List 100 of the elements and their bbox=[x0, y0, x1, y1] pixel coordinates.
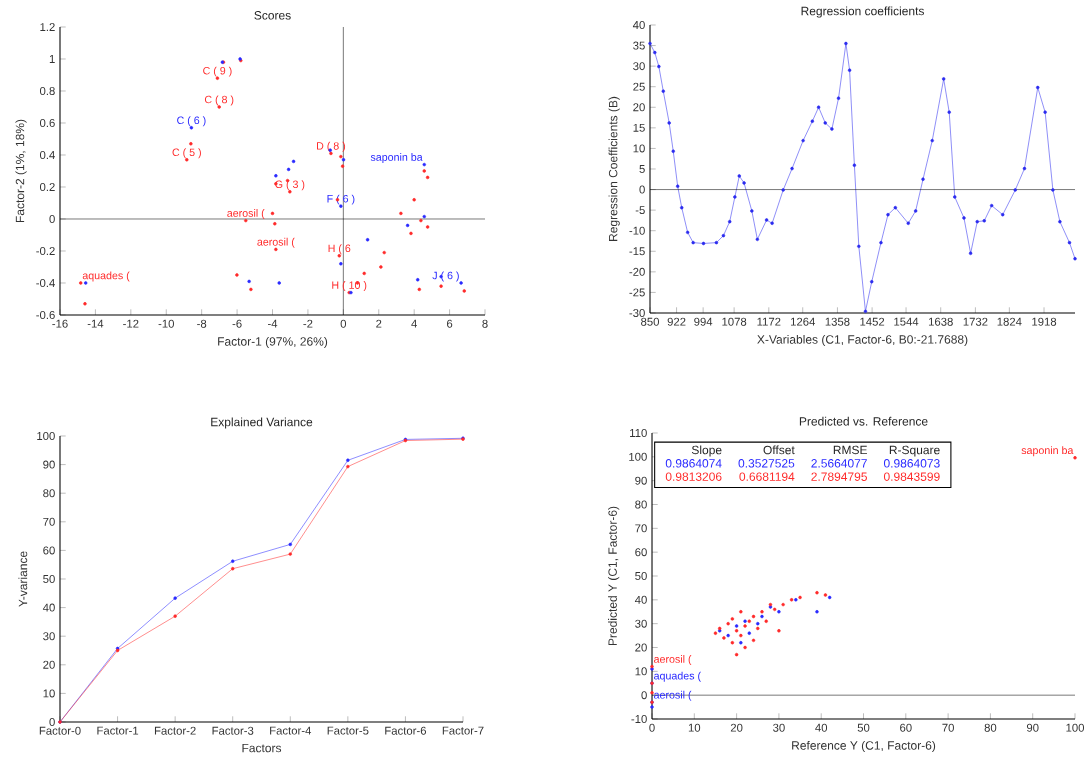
annotation: C ( 5 ) bbox=[172, 148, 201, 159]
annotation: Offset bbox=[763, 445, 795, 455]
y-tick-label: 0 bbox=[641, 691, 647, 700]
x-tick-label: Factor-3 bbox=[212, 726, 254, 735]
x-axis-title: Factors bbox=[242, 743, 282, 753]
x-tick-label: 1172 bbox=[757, 317, 781, 326]
x-tick-label: 80 bbox=[984, 723, 997, 732]
annotation: 2.7894795 bbox=[811, 472, 867, 481]
x-tick-label: 0 bbox=[649, 723, 655, 732]
x-tick-label: 922 bbox=[667, 317, 686, 326]
y-tick-label: 60 bbox=[635, 548, 647, 557]
x-tick-label: 994 bbox=[694, 317, 713, 326]
annotation: aerosil ( bbox=[227, 209, 265, 219]
y-tick-label: 0.6 bbox=[39, 118, 55, 127]
y-tick-label: 0.2 bbox=[39, 182, 55, 191]
x-tick-label: 40 bbox=[815, 723, 828, 732]
y-tick-label: -5 bbox=[635, 206, 645, 215]
y-tick-label: 50 bbox=[43, 575, 55, 583]
annotation: aquades ( bbox=[654, 671, 701, 682]
x-tick-label: 6 bbox=[447, 319, 453, 328]
y-tick-label: 15 bbox=[633, 123, 645, 132]
x-tick-label: -14 bbox=[87, 319, 104, 328]
y-tick-label: 70 bbox=[43, 517, 55, 526]
x-tick-label: -8 bbox=[197, 319, 207, 328]
y-tick-label: 10 bbox=[43, 689, 55, 698]
y-axis-title: Y-variance bbox=[18, 551, 28, 607]
x-tick-label: Factor-2 bbox=[154, 726, 196, 735]
annotation: D ( 8 ) bbox=[317, 141, 346, 152]
y-tick-label: 5 bbox=[639, 165, 645, 173]
x-tick-label: Factor-6 bbox=[385, 726, 427, 735]
x-axis-title: Reference Y (C1, Factor-6) bbox=[792, 740, 936, 753]
annotation: 2.5664077 bbox=[811, 459, 867, 468]
y-tick-label: 0 bbox=[639, 185, 645, 194]
y-axis-title: Predicted Y (C1, Factor-6) bbox=[608, 506, 620, 646]
annotation: saponin ba bbox=[370, 153, 423, 163]
x-tick-label: Factor-1 bbox=[97, 726, 139, 735]
annotation: H ( 6 bbox=[328, 244, 351, 255]
annotation: 0.9864074 bbox=[665, 459, 722, 468]
x-tick-label: 1078 bbox=[722, 317, 747, 326]
x-tick-label: 8 bbox=[482, 319, 488, 328]
y-tick-label: 110 bbox=[630, 428, 647, 437]
x-tick-label: 0 bbox=[340, 319, 347, 328]
y-tick-label: 80 bbox=[43, 489, 55, 498]
x-tick-label: 1452 bbox=[860, 317, 885, 326]
annotation: R-Square bbox=[889, 445, 940, 457]
y-axis-title: Regression Coefficients (B) bbox=[608, 96, 620, 241]
x-tick-label: 1638 bbox=[928, 317, 953, 326]
x-tick-label: -12 bbox=[123, 319, 139, 328]
annotation: 0.3527525 bbox=[738, 459, 795, 468]
annotation: aerosil ( bbox=[654, 655, 692, 665]
y-axis-title: Factor-2 (1%, 18%) bbox=[15, 119, 27, 223]
x-tick-label: 2 bbox=[376, 319, 382, 328]
y-tick-label: 0.4 bbox=[39, 150, 55, 159]
x-tick-label: -16 bbox=[52, 319, 68, 328]
x-tick-label: Factor-7 bbox=[442, 726, 484, 735]
y-tick-label: 50 bbox=[635, 572, 647, 580]
x-tick-label: -2 bbox=[303, 319, 313, 328]
x-tick-label: 1824 bbox=[997, 317, 1022, 326]
x-tick-label: 1264 bbox=[791, 317, 816, 326]
y-tick-label: 20 bbox=[43, 660, 55, 669]
x-tick-label: 1544 bbox=[894, 317, 919, 326]
annotation: aerosil ( bbox=[257, 237, 295, 248]
y-tick-label: -15 bbox=[629, 247, 645, 256]
y-tick-label: 40 bbox=[634, 595, 647, 604]
x-tick-label: 4 bbox=[411, 319, 417, 328]
x-tick-label: 70 bbox=[942, 723, 954, 732]
chart-title: Predicted vs. Reference bbox=[799, 416, 928, 426]
annotation: aquades ( bbox=[82, 271, 130, 282]
y-tick-label: 100 bbox=[629, 452, 647, 461]
x-tick-label: 60 bbox=[900, 723, 912, 732]
y-tick-label: -0.6 bbox=[36, 310, 55, 319]
x-tick-label: 90 bbox=[1026, 723, 1039, 732]
annotation: aerosil ( bbox=[654, 690, 692, 701]
annotation: 0.9813206 bbox=[665, 472, 722, 481]
annotation: 0.9843599 bbox=[883, 472, 940, 481]
y-tick-label: 25 bbox=[633, 82, 645, 91]
annotation: C ( 8 ) bbox=[204, 95, 234, 106]
x-tick-label: 50 bbox=[857, 723, 870, 732]
x-tick-label: 850 bbox=[641, 317, 660, 326]
annotation: H ( 10 ) bbox=[332, 281, 367, 291]
annotation: 0.9864073 bbox=[883, 459, 940, 468]
y-tick-label: 20 bbox=[635, 643, 647, 652]
chart-title: Explained Variance bbox=[211, 417, 313, 429]
annotation: saponin ba bbox=[1021, 446, 1074, 457]
x-axis-title: Factor-1 (97%, 26%) bbox=[218, 336, 328, 349]
y-tick-label: -25 bbox=[629, 288, 645, 297]
y-tick-label: -10 bbox=[631, 715, 647, 724]
y-tick-label: 60 bbox=[43, 546, 55, 555]
x-tick-label: 1358 bbox=[825, 317, 850, 326]
y-tick-label: -10 bbox=[629, 226, 645, 235]
x-tick-label: Factor-0 bbox=[39, 726, 81, 735]
x-tick-label: -4 bbox=[267, 319, 278, 328]
x-tick-label: -10 bbox=[158, 319, 174, 328]
y-tick-label: 0 bbox=[49, 214, 55, 223]
x-tick-label: 20 bbox=[730, 723, 743, 732]
y-tick-label: 80 bbox=[635, 500, 647, 509]
y-tick-label: 1 bbox=[49, 55, 55, 63]
x-tick-label: -6 bbox=[232, 319, 242, 328]
x-tick-label: 1918 bbox=[1032, 317, 1057, 326]
chart-title: Scores bbox=[254, 11, 291, 20]
